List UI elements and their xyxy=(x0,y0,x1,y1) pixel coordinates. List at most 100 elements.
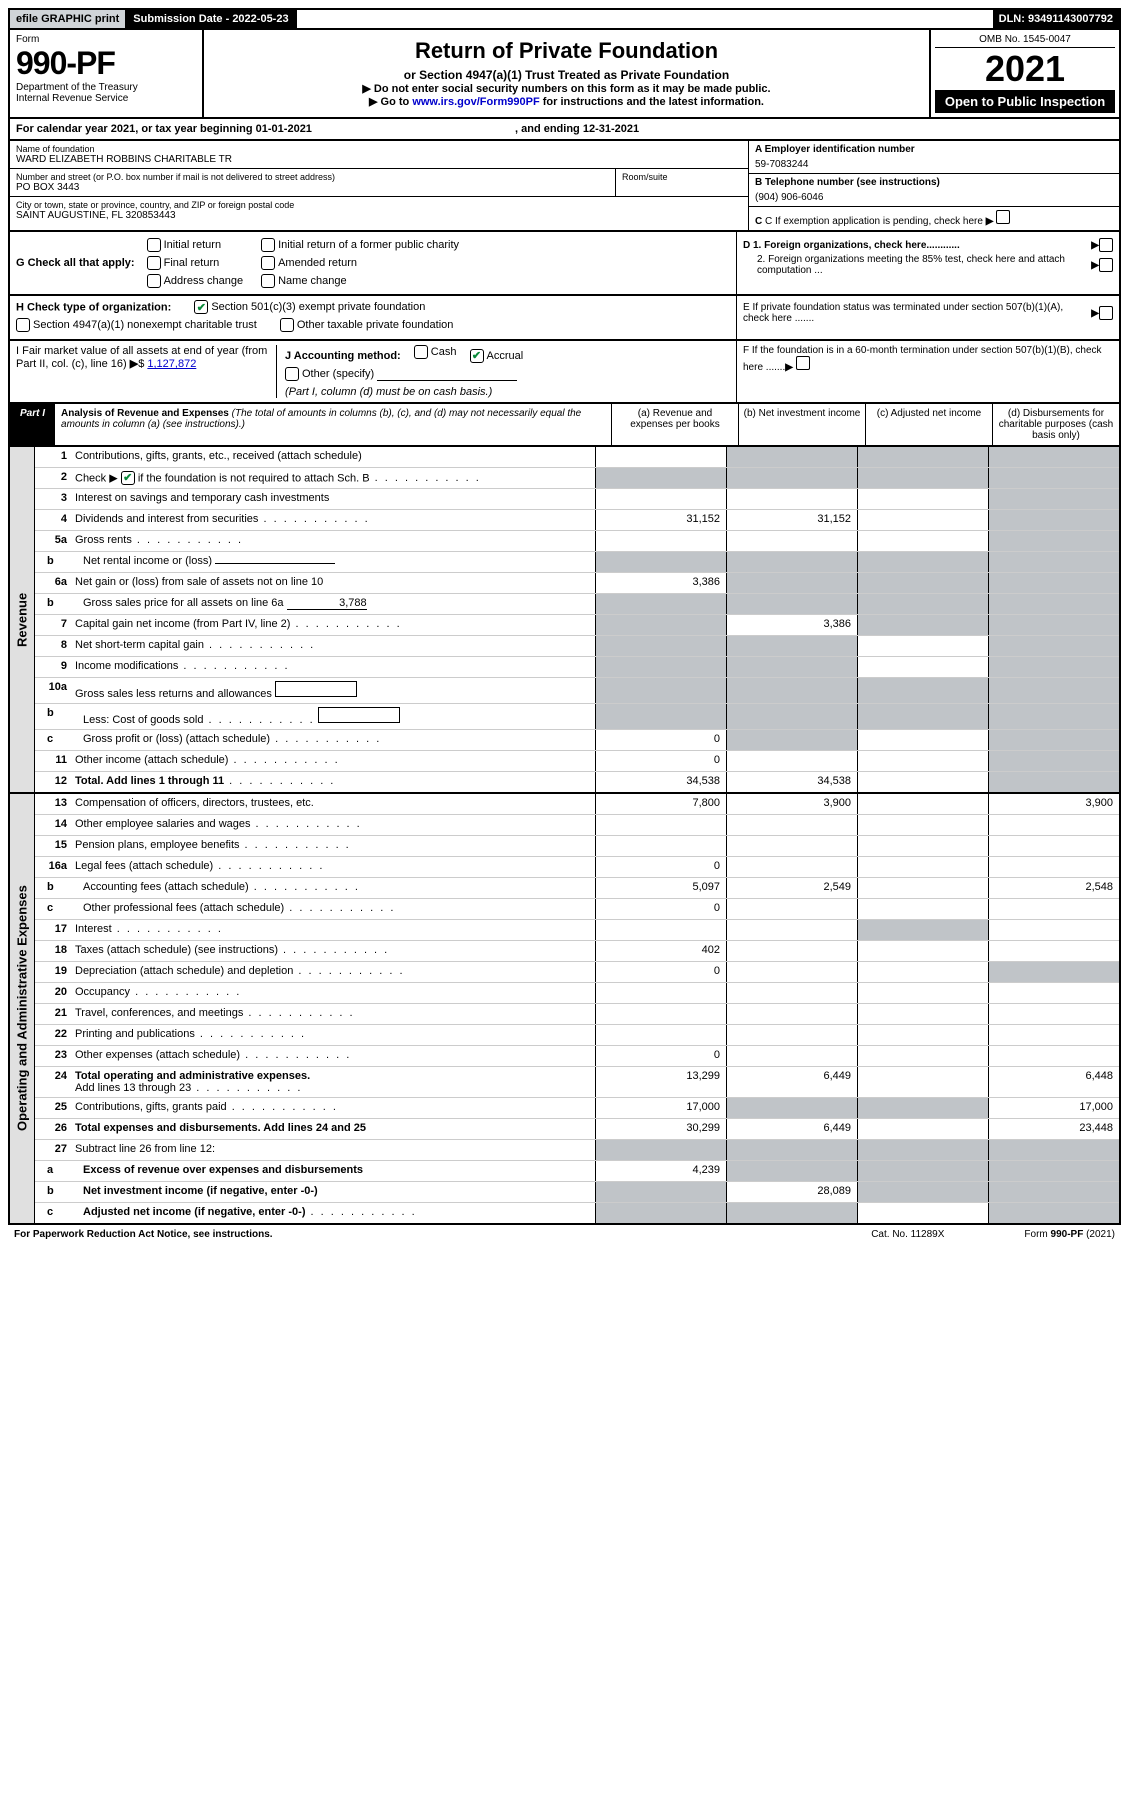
table-row: 1Contributions, gifts, grants, etc., rec… xyxy=(35,447,1119,468)
table-row: bAccounting fees (attach schedule)5,0972… xyxy=(35,878,1119,899)
goto-line: ▶ Go to www.irs.gov/Form990PF for instru… xyxy=(208,95,925,108)
tax-year: 2021 xyxy=(935,48,1115,90)
table-row: bLess: Cost of goods sold xyxy=(35,704,1119,730)
d1-checkbox[interactable] xyxy=(1099,238,1113,252)
d2-checkbox[interactable] xyxy=(1099,258,1113,272)
section-h-e: H Check type of organization: ✔Section 5… xyxy=(8,296,1121,341)
header-center: Return of Private Foundation or Section … xyxy=(204,30,929,117)
form-ref: Form 990-PF (2021) xyxy=(1024,1229,1115,1240)
table-row: 22Printing and publications xyxy=(35,1025,1119,1046)
expenses-table: Operating and Administrative Expenses 13… xyxy=(8,794,1121,1225)
ssn-warning: ▶ Do not enter social security numbers o… xyxy=(208,82,925,95)
table-row: 5aGross rents xyxy=(35,531,1119,552)
table-row: 15Pension plans, employee benefits xyxy=(35,836,1119,857)
schb-check[interactable]: ✔ xyxy=(121,471,135,485)
top-bar: efile GRAPHIC print Submission Date - 20… xyxy=(8,8,1121,30)
table-row: bNet investment income (if negative, ent… xyxy=(35,1182,1119,1203)
i-fmv: I Fair market value of all assets at end… xyxy=(16,345,276,398)
room-suite: Room/suite xyxy=(616,169,748,196)
city-cell: City or town, state or province, country… xyxy=(10,197,748,224)
dept-label: Department of the Treasury xyxy=(16,82,196,93)
cash-check[interactable] xyxy=(414,345,428,359)
part1-header: Part I Analysis of Revenue and Expenses … xyxy=(8,404,1121,447)
c-checkbox[interactable] xyxy=(996,210,1010,224)
table-row: cAdjusted net income (if negative, enter… xyxy=(35,1203,1119,1223)
omb-number: OMB No. 1545-0047 xyxy=(935,34,1115,48)
501c3-check[interactable]: ✔ xyxy=(194,300,208,314)
table-row: 13Compensation of officers, directors, t… xyxy=(35,794,1119,815)
col-a-header: (a) Revenue and expenses per books xyxy=(611,404,738,445)
d-section: D 1. Foreign organizations, check here..… xyxy=(736,232,1119,294)
dln-label: DLN: 93491143007792 xyxy=(993,10,1119,28)
phone-cell: B Telephone number (see instructions) (9… xyxy=(749,174,1119,207)
table-row: 12Total. Add lines 1 through 1134,53834,… xyxy=(35,772,1119,792)
calendar-year-line: For calendar year 2021, or tax year begi… xyxy=(8,119,1121,141)
submission-date-label: Submission Date - 2022-05-23 xyxy=(127,10,296,28)
form-number: 990-PF xyxy=(16,45,196,82)
name-change-check[interactable] xyxy=(261,274,275,288)
expenses-side-label: Operating and Administrative Expenses xyxy=(10,794,35,1223)
table-row: 18Taxes (attach schedule) (see instructi… xyxy=(35,941,1119,962)
table-row: 7Capital gain net income (from Part IV, … xyxy=(35,615,1119,636)
table-row: 17Interest xyxy=(35,920,1119,941)
entity-info: Name of foundation WARD ELIZABETH ROBBIN… xyxy=(8,141,1121,232)
header-left: Form 990-PF Department of the Treasury I… xyxy=(10,30,204,117)
initial-return-former-check[interactable] xyxy=(261,238,275,252)
cat-number: Cat. No. 11289X xyxy=(871,1229,944,1240)
table-row: 23Other expenses (attach schedule)0 xyxy=(35,1046,1119,1067)
table-row: 2Check ▶ ✔ if the foundation is not requ… xyxy=(35,468,1119,489)
exemption-pending: C C If exemption application is pending,… xyxy=(749,207,1119,230)
g-check-row: G Check all that apply: Initial return I… xyxy=(10,232,736,294)
table-row: 10aGross sales less returns and allowanc… xyxy=(35,678,1119,704)
j-accounting: J Accounting method: Cash ✔Accrual Other… xyxy=(276,345,730,398)
table-row: 20Occupancy xyxy=(35,983,1119,1004)
paperwork-notice: For Paperwork Reduction Act Notice, see … xyxy=(14,1229,871,1240)
table-row: 3Interest on savings and temporary cash … xyxy=(35,489,1119,510)
irs-label: Internal Revenue Service xyxy=(16,93,196,104)
4947-check[interactable] xyxy=(16,318,30,332)
col-c-header: (c) Adjusted net income xyxy=(865,404,992,445)
fmv-value[interactable]: 1,127,872 xyxy=(147,358,196,370)
address-change-check[interactable] xyxy=(147,274,161,288)
e-checkbox[interactable] xyxy=(1099,306,1113,320)
form-title: Return of Private Foundation xyxy=(208,38,925,64)
e-section: E If private foundation status was termi… xyxy=(736,296,1119,339)
ein-cell: A Employer identification number 59-7083… xyxy=(749,141,1119,174)
header-right: OMB No. 1545-0047 2021 Open to Public In… xyxy=(929,30,1119,117)
revenue-side-label: Revenue xyxy=(10,447,35,792)
final-return-check[interactable] xyxy=(147,256,161,270)
revenue-table: Revenue 1Contributions, gifts, grants, e… xyxy=(8,447,1121,794)
form-link[interactable]: www.irs.gov/Form990PF xyxy=(412,96,539,108)
other-method-check[interactable] xyxy=(285,367,299,381)
page-footer: For Paperwork Reduction Act Notice, see … xyxy=(8,1225,1121,1244)
open-public-badge: Open to Public Inspection xyxy=(935,90,1115,113)
table-row: bNet rental income or (loss) xyxy=(35,552,1119,573)
section-ijf: I Fair market value of all assets at end… xyxy=(8,341,1121,404)
part1-desc: Analysis of Revenue and Expenses (The to… xyxy=(55,404,611,445)
form-header: Form 990-PF Department of the Treasury I… xyxy=(8,30,1121,119)
col-d-header: (d) Disbursements for charitable purpose… xyxy=(992,404,1119,445)
table-row: cGross profit or (loss) (attach schedule… xyxy=(35,730,1119,751)
form-label: Form xyxy=(16,34,196,45)
table-row: 6aNet gain or (loss) from sale of assets… xyxy=(35,573,1119,594)
f-checkbox[interactable] xyxy=(796,356,810,370)
part1-label: Part I xyxy=(10,404,55,445)
table-row: 11Other income (attach schedule)0 xyxy=(35,751,1119,772)
table-row: aExcess of revenue over expenses and dis… xyxy=(35,1161,1119,1182)
other-taxable-check[interactable] xyxy=(280,318,294,332)
table-row: 25Contributions, gifts, grants paid17,00… xyxy=(35,1098,1119,1119)
initial-return-check[interactable] xyxy=(147,238,161,252)
foundation-name-cell: Name of foundation WARD ELIZABETH ROBBIN… xyxy=(10,141,748,169)
table-row: 21Travel, conferences, and meetings xyxy=(35,1004,1119,1025)
efile-print-button[interactable]: efile GRAPHIC print xyxy=(10,10,127,28)
accrual-check[interactable]: ✔ xyxy=(470,349,484,363)
table-row: 16aLegal fees (attach schedule)0 xyxy=(35,857,1119,878)
table-row: cOther professional fees (attach schedul… xyxy=(35,899,1119,920)
table-row: 4Dividends and interest from securities3… xyxy=(35,510,1119,531)
f-section: F If the foundation is in a 60-month ter… xyxy=(736,341,1119,402)
table-row: 27Subtract line 26 from line 12: xyxy=(35,1140,1119,1161)
form-subtitle: or Section 4947(a)(1) Trust Treated as P… xyxy=(208,68,925,82)
table-row: 19Depreciation (attach schedule) and dep… xyxy=(35,962,1119,983)
amended-return-check[interactable] xyxy=(261,256,275,270)
table-row: 9Income modifications xyxy=(35,657,1119,678)
